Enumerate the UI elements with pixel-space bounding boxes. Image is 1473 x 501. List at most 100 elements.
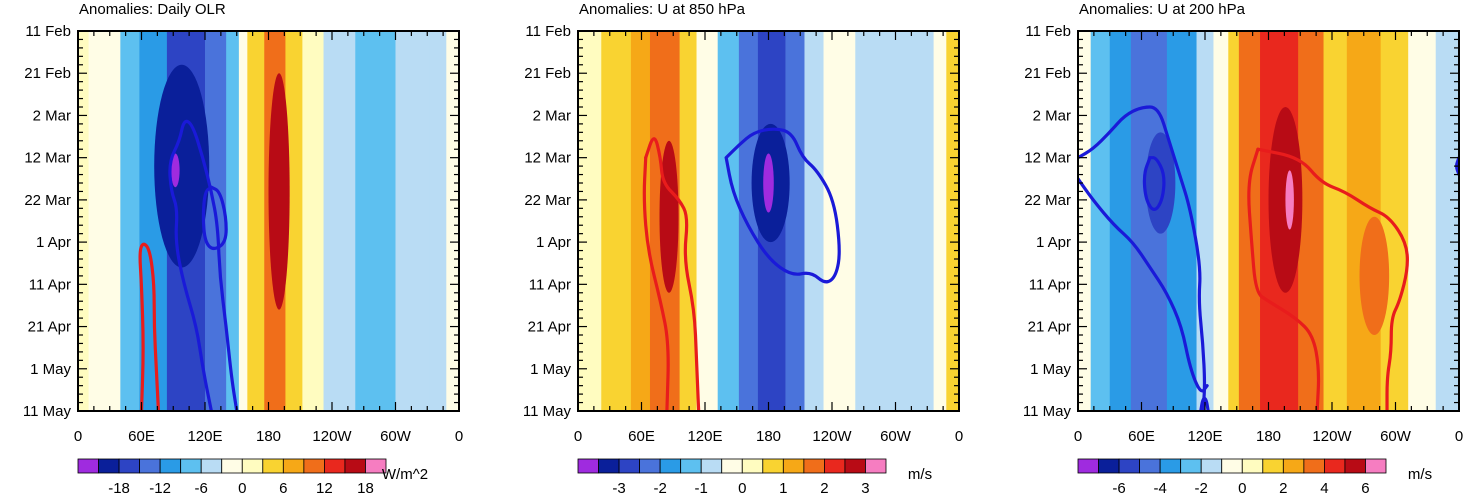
colorbar-tick-label: -1	[695, 480, 708, 496]
anomaly-band	[285, 31, 303, 411]
y-tick-label: 21 Apr	[528, 319, 571, 336]
y-tick-label: 12 Mar	[24, 150, 71, 167]
anomaly-core	[1285, 170, 1294, 230]
colorbar: -18 -12 -6 0 6 12 18 W/m^2	[77, 458, 428, 497]
colorbar-tick-label: -18	[108, 480, 130, 496]
anomaly-band	[120, 31, 140, 411]
colorbar-tick-label: 18	[357, 480, 374, 496]
colorbar-swatch	[618, 458, 640, 474]
anomaly-band	[323, 31, 356, 411]
anomaly-band	[247, 31, 265, 411]
x-tick-label: 120W	[812, 428, 852, 445]
y-tick-label: 1 Apr	[536, 234, 571, 251]
anomaly-band	[1078, 31, 1092, 411]
x-tick-label: 0	[455, 428, 463, 445]
colorbar-tick-label: -6	[195, 480, 208, 496]
y-tick-label: 1 May	[30, 361, 71, 378]
y-tick-label: 22 Mar	[1024, 192, 1071, 209]
colorbar-tick-label: 4	[1320, 480, 1328, 496]
y-tick-label: 12 Mar	[524, 150, 571, 167]
blue-contour	[201, 185, 228, 251]
x-tick-label: 60W	[1380, 428, 1412, 445]
y-tick-label: 21 Apr	[1028, 319, 1071, 336]
colorbar: -3 -2 -1 0 1 2 3 m/s	[577, 458, 932, 497]
colorbar-swatch	[282, 458, 305, 474]
anomaly-band	[446, 31, 459, 411]
colorbar-tick-label: 0	[238, 480, 246, 496]
field	[78, 31, 459, 411]
y-tick-label: 2 Mar	[33, 107, 71, 124]
x-tick-label: 60W	[880, 428, 912, 445]
colorbar-swatch	[1344, 458, 1366, 474]
colorbar-tick-label: -2	[653, 480, 666, 496]
anomaly-band	[855, 31, 897, 411]
anomaly-band	[823, 31, 856, 411]
colorbar-swatch	[700, 458, 723, 474]
anomaly-band	[1298, 31, 1325, 411]
field	[1078, 31, 1459, 411]
colorbar-swatch	[680, 458, 702, 474]
anomaly-core	[154, 64, 210, 268]
colorbar-swatch	[365, 458, 387, 474]
anomaly-band	[355, 31, 397, 411]
anomaly-core	[268, 73, 290, 310]
x-tick-label: 60E	[1128, 428, 1155, 445]
colorbar-swatch	[741, 458, 764, 474]
colorbar-swatch	[824, 458, 846, 474]
colorbar-swatch	[180, 458, 202, 474]
y-tick-label: 11 May	[523, 403, 572, 420]
colorbar-swatch	[844, 458, 866, 474]
colorbar-swatch	[1139, 458, 1161, 474]
blue-contour	[1078, 177, 1209, 393]
colorbar-swatch	[639, 458, 661, 474]
x-tick-label: 120W	[312, 428, 352, 445]
anomaly-band	[1408, 31, 1437, 411]
red-contour	[642, 156, 670, 411]
colorbar: -6 -4 -2 0 2 4 6 m/s	[1077, 458, 1432, 497]
anomaly-band	[804, 31, 825, 411]
y-tick-label: 11 Feb	[1025, 23, 1071, 40]
colorbar-swatch	[1262, 458, 1284, 474]
x-tick-label: 60E	[628, 428, 655, 445]
anomaly-band	[1380, 31, 1409, 411]
anomaly-band	[785, 31, 806, 411]
anomaly-band	[1109, 31, 1132, 411]
field	[578, 31, 959, 411]
y-tick-label: 1 Apr	[1036, 234, 1071, 251]
anomaly-band	[101, 31, 121, 411]
colorbar-tick-label: 6	[1361, 480, 1369, 496]
colorbar-tick-label: 2	[820, 480, 828, 496]
panel-title: Anomalies: U at 850 hPa	[579, 1, 746, 18]
anomaly-band	[226, 31, 240, 411]
colorbar-tick-label: 6	[279, 480, 287, 496]
anomaly-band	[630, 31, 651, 411]
colorbar-swatch	[1118, 458, 1140, 474]
colorbar-swatch	[782, 458, 805, 474]
y-tick-label: 11 Feb	[525, 23, 571, 40]
colorbar-tick-label: -4	[1153, 480, 1166, 496]
colorbar-tick-label: 0	[1238, 480, 1246, 496]
colorbar-swatch	[98, 458, 120, 474]
x-tick-label: 180	[756, 428, 781, 445]
colorbar-swatch	[1365, 458, 1387, 474]
colorbar-swatch	[139, 458, 161, 474]
x-tick-label: 120W	[1312, 428, 1352, 445]
anomaly-band	[302, 31, 325, 411]
x-tick-label: 180	[256, 428, 281, 445]
colorbar-swatch	[323, 458, 346, 474]
anomaly-band	[1228, 31, 1240, 411]
anomaly-band	[578, 31, 602, 411]
anomaly-band	[946, 31, 959, 411]
colorbar-swatch	[1200, 458, 1223, 474]
blue-contour	[1078, 105, 1207, 411]
x-tick-label: 0	[1074, 428, 1082, 445]
blue-contour	[1142, 156, 1166, 211]
y-tick-label: 12 Mar	[1024, 150, 1071, 167]
y-tick-label: 22 Mar	[24, 192, 71, 209]
colorbar-units: m/s	[1408, 466, 1432, 483]
x-tick-label: 180	[1256, 428, 1281, 445]
colorbar-tick-label: -2	[1195, 480, 1208, 496]
x-tick-label: 0	[955, 428, 963, 445]
anomaly-band	[738, 31, 759, 411]
